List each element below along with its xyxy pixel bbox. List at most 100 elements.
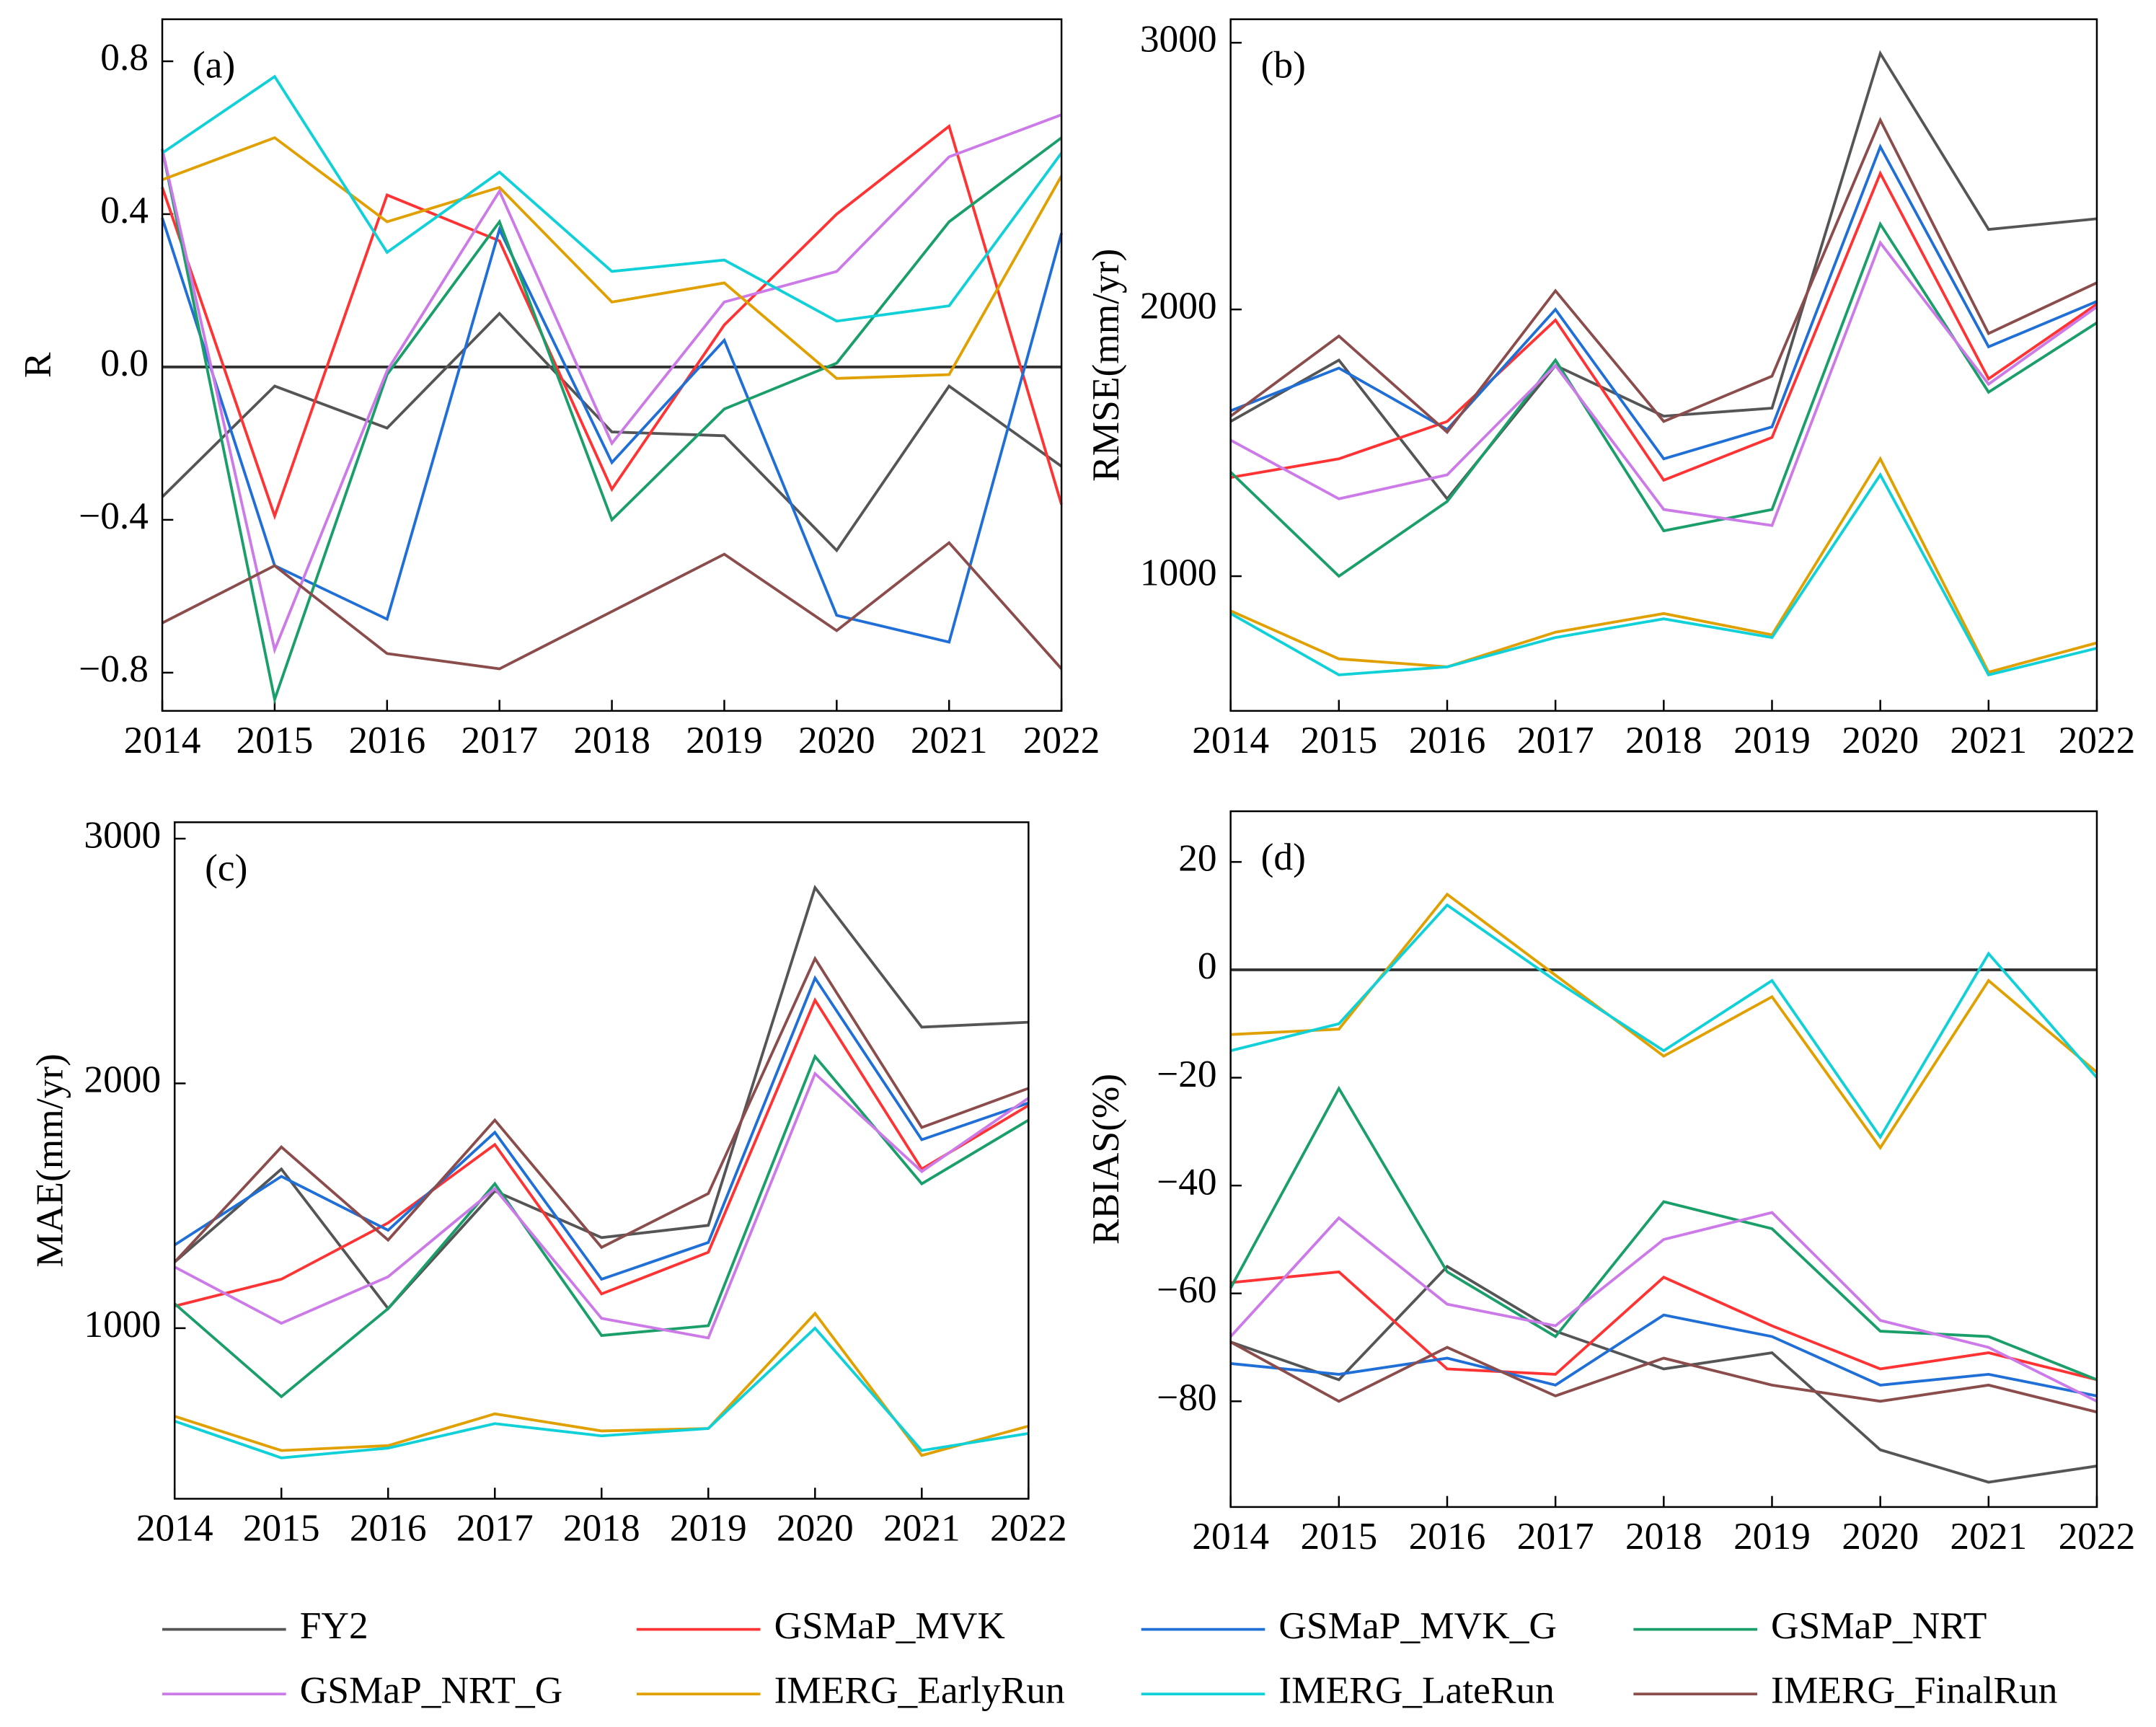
series-line	[1230, 903, 2098, 1140]
panel: 1000 2000 3000 2014 2015 2016 2017 2018 2019 2020…	[28, 813, 1067, 1549]
x-tick-label: 2019	[670, 1506, 747, 1549]
series-line	[1229, 116, 2098, 435]
series-line	[173, 1054, 1030, 1399]
panel: 1000 2000 3000 2014 2015 2016 2017 2018 2019 2020…	[1084, 17, 2135, 761]
x-tick-label: 2015	[1300, 1514, 1377, 1558]
panel-label: (b)	[1261, 43, 1306, 87]
series-line	[161, 123, 1063, 521]
x-tick-label: 2022	[1023, 718, 1100, 761]
x-tick-label: 2014	[1192, 1514, 1269, 1558]
y-tick-label: −60	[1157, 1268, 1216, 1311]
legend: FY2 GSMaP_MVK GSMaP_MVK_G GSMaP_NRT GSMaP_NR…	[162, 1604, 2057, 1711]
y-tick-label: −0.4	[79, 494, 149, 537]
x-tick-label: 2022	[2059, 718, 2136, 761]
series-line	[161, 113, 1062, 655]
series-line	[162, 541, 1063, 671]
y-axis-label: R	[15, 352, 58, 378]
series-line	[161, 311, 1063, 553]
x-tick-label: 2022	[2059, 1514, 2136, 1558]
legend-item: IMERG_LateRun	[1141, 1668, 1555, 1711]
legend-label: GSMaP_NRT	[1771, 1604, 1987, 1647]
series-line	[1229, 221, 2098, 578]
legend-item: FY2	[162, 1604, 368, 1647]
x-tick-label: 2016	[348, 718, 425, 761]
y-tick-label: 3000	[84, 813, 161, 856]
legend-item: IMERG_FinalRun	[1633, 1668, 2057, 1711]
series-line	[1229, 50, 2098, 501]
series-line	[174, 1326, 1029, 1459]
x-tick-label: 2021	[911, 718, 988, 761]
x-tick-label: 2019	[1733, 718, 1811, 761]
series-line	[1229, 456, 2098, 674]
series-line	[1229, 472, 2098, 677]
panel: −80 −60 −40 −20 0 20 2014 2015 2016 2017 2018 2019 2…	[1084, 810, 2136, 1558]
x-tick-label: 2015	[1300, 718, 1377, 761]
x-tick-label: 2020	[798, 718, 875, 761]
series-line	[1229, 1085, 2098, 1382]
x-tick-label: 2014	[124, 718, 201, 761]
legend-item: GSMaP_NRT	[1633, 1604, 1987, 1647]
x-tick-label: 2021	[883, 1506, 960, 1549]
y-tick-label: 0.4	[100, 188, 149, 231]
y-tick-label: 0.8	[100, 35, 149, 79]
legend-label: GSMaP_MVK	[774, 1604, 1005, 1647]
series-line	[161, 74, 1063, 323]
x-tick-label: 2017	[461, 718, 538, 761]
x-tick-label: 2015	[243, 1506, 320, 1549]
plot-frame	[1229, 810, 2098, 1509]
series-line	[1229, 1340, 2098, 1414]
y-tick-label: 1000	[1140, 550, 1217, 593]
x-tick-label: 2016	[1409, 1514, 1486, 1558]
x-tick-label: 2021	[1950, 718, 2027, 761]
x-tick-label: 2020	[1842, 1514, 1919, 1558]
x-tick-label: 2019	[1733, 1514, 1811, 1558]
plot-frame	[173, 821, 1030, 1500]
y-axis-label: MAE(mm/yr)	[28, 1054, 71, 1267]
y-axis-label: RMSE(mm/yr)	[1084, 249, 1127, 482]
legend-item: IMERG_EarlyRun	[636, 1668, 1065, 1711]
x-tick-label: 2018	[573, 718, 650, 761]
x-tick-label: 2014	[1192, 718, 1269, 761]
y-tick-label: 1000	[84, 1302, 161, 1346]
series-line	[174, 1071, 1030, 1340]
series-line	[174, 975, 1029, 1281]
y-tick-label: −40	[1157, 1160, 1216, 1203]
x-tick-label: 2015	[237, 718, 314, 761]
legend-label: GSMaP_MVK_G	[1278, 1604, 1557, 1647]
y-tick-label: 20	[1178, 836, 1216, 880]
x-tick-label: 2019	[686, 718, 763, 761]
series-line	[1230, 1270, 2098, 1382]
y-tick-label: 0	[1198, 944, 1217, 987]
x-tick-label: 2022	[990, 1506, 1067, 1549]
legend-item: GSMaP_MVK_G	[1141, 1604, 1557, 1647]
series-line	[1229, 1211, 2098, 1403]
plot-frame	[161, 18, 1063, 712]
y-tick-label: 3000	[1140, 17, 1217, 60]
series-line	[1229, 143, 2098, 461]
legend-label: IMERG_FinalRun	[1771, 1668, 2057, 1711]
series-line	[1229, 239, 2098, 527]
legend-item: GSMaP_MVK	[636, 1604, 1005, 1647]
series-line	[161, 136, 1063, 705]
x-tick-label: 2016	[350, 1506, 427, 1549]
series-line	[1230, 1313, 2098, 1397]
series-line	[173, 955, 1030, 1263]
series-line	[1230, 1264, 2098, 1484]
series-line	[173, 884, 1029, 1311]
series-line	[1230, 169, 2098, 482]
x-tick-label: 2018	[1625, 718, 1702, 761]
x-tick-label: 2017	[1517, 1514, 1594, 1558]
legend-item: GSMaP_NRT_G	[162, 1668, 562, 1711]
series-line	[161, 217, 1063, 644]
legend-label: IMERG_LateRun	[1278, 1668, 1554, 1711]
x-tick-label: 2017	[456, 1506, 534, 1549]
x-tick-label: 2018	[563, 1506, 640, 1549]
series-line	[174, 997, 1030, 1308]
panel-label: (d)	[1261, 835, 1306, 878]
legend-label: IMERG_EarlyRun	[774, 1668, 1065, 1711]
panel: −0.8 −0.4 0.0 0.4 0.8 2014 2015 2016 2017 2018 201…	[15, 18, 1100, 761]
x-tick-label: 2020	[777, 1506, 854, 1549]
x-tick-label: 2017	[1517, 718, 1594, 761]
x-tick-label: 2020	[1842, 718, 1919, 761]
